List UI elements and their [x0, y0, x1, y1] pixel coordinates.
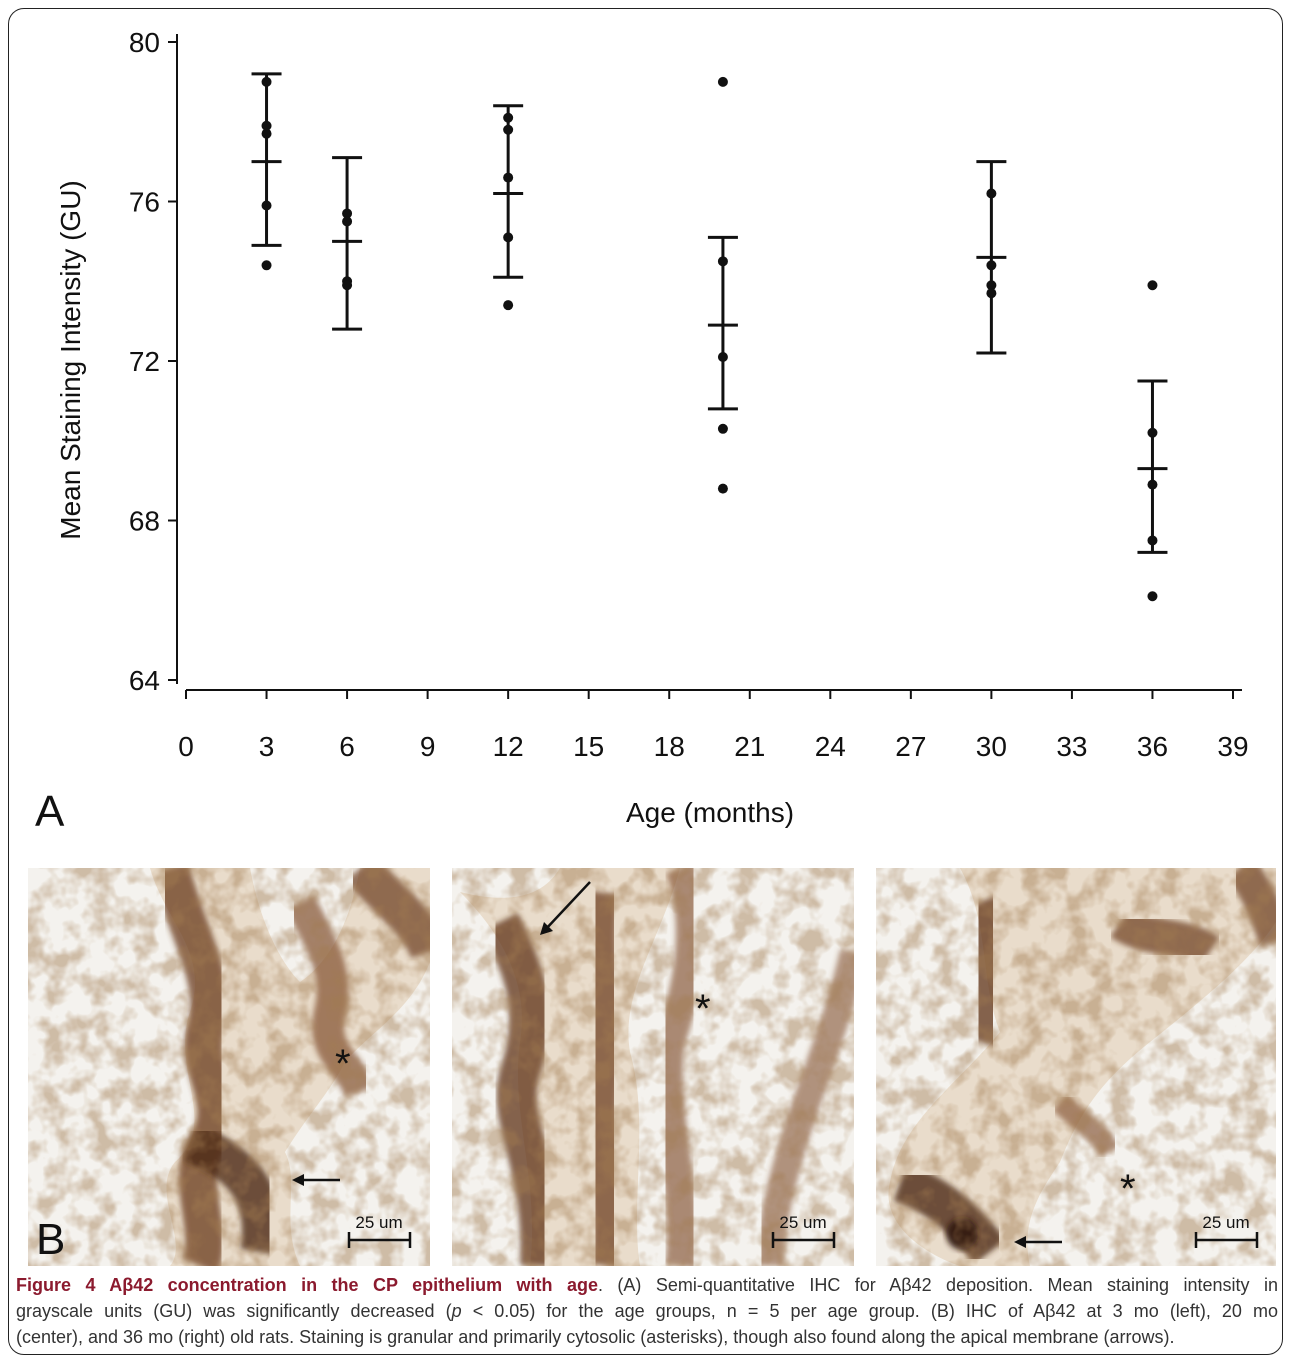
caption-text: < 0.05) for the age groups, n = 5 per ag…: [461, 1301, 1278, 1321]
error-bar-group: [251, 72, 282, 271]
data-point: [261, 260, 272, 271]
asterisk-marker: *: [1120, 1167, 1136, 1211]
x-tick-label: 18: [654, 731, 685, 762]
error-bar-group: [976, 160, 1007, 355]
data-point: [986, 288, 997, 299]
data-point: [261, 128, 272, 139]
arrow-marker: [292, 1174, 340, 1186]
data-point: [261, 76, 272, 87]
x-tick-label: 9: [420, 731, 436, 762]
caption-p-symbol: p: [451, 1301, 462, 1321]
error-bar-group: [493, 104, 524, 311]
y-axis-title: Mean Staining Intensity (GU): [55, 180, 86, 540]
caption-text: (center), and 36 mo (right) old rats. St…: [16, 1327, 1175, 1347]
data-point: [717, 76, 728, 87]
scale-bar: 25 um: [771, 1213, 836, 1248]
x-tick-label: 39: [1217, 731, 1248, 762]
panel-b-label: B: [36, 1215, 65, 1264]
panel-b-micrographs: * 25 um B * 25 um: [28, 868, 1276, 1266]
data-point: [342, 216, 353, 227]
caption-text: grayscale units (GU) was significantly d…: [16, 1301, 452, 1321]
data-point: [342, 208, 353, 219]
x-axis-title: Age (months): [626, 797, 794, 828]
data-point: [1147, 427, 1158, 438]
micrograph-3mo: [28, 868, 430, 1266]
data-point: [1147, 479, 1158, 490]
y-tick-label: 68: [129, 506, 160, 537]
error-bar-group: [332, 156, 363, 331]
x-tick-label: 27: [895, 731, 926, 762]
figure-frame: [8, 8, 1283, 1355]
asterisk-marker: *: [335, 1042, 351, 1086]
y-tick-label: 72: [129, 346, 160, 377]
x-tick-label: 12: [493, 731, 524, 762]
data-point: [986, 188, 997, 199]
scale-bar: 25 um: [1194, 1213, 1259, 1248]
x-tick-label: 0: [178, 731, 194, 762]
chart-marks: [251, 72, 1168, 602]
data-point: [503, 124, 514, 135]
x-tick-label: 6: [339, 731, 355, 762]
figure-caption: Figure 4 Aβ42 concentration in the CP ep…: [16, 1272, 1278, 1350]
asterisk-marker: *: [695, 987, 711, 1031]
data-point: [717, 423, 728, 434]
svg-text:25 um: 25 um: [1202, 1213, 1249, 1232]
x-tick-label: 24: [815, 731, 846, 762]
data-point: [986, 260, 997, 271]
data-point: [1147, 535, 1158, 546]
panel-a-label: A: [35, 787, 65, 836]
data-point: [342, 280, 353, 291]
y-tick-label: 64: [129, 665, 160, 696]
micrograph-20mo: [452, 868, 854, 1266]
data-point: [503, 300, 514, 311]
svg-text:25 um: 25 um: [779, 1213, 826, 1232]
svg-text:25 um: 25 um: [355, 1213, 402, 1232]
data-point: [503, 232, 514, 243]
data-point: [717, 256, 728, 267]
y-tick-label: 80: [129, 27, 160, 58]
x-tick-label: 33: [1056, 731, 1087, 762]
data-point: [503, 172, 514, 183]
x-tick-label: 36: [1137, 731, 1168, 762]
data-point: [1147, 591, 1158, 602]
data-point: [717, 483, 728, 494]
arrow-marker: [540, 881, 591, 935]
micrograph-36mo: [876, 868, 1276, 1266]
error-bar-group: [1137, 280, 1168, 602]
caption-title: Figure 4 Aβ42 concentration in the CP ep…: [16, 1275, 598, 1295]
x-tick-label: 3: [259, 731, 275, 762]
y-tick-label: 76: [129, 187, 160, 218]
data-point: [717, 352, 728, 363]
data-point: [986, 280, 997, 291]
data-point: [261, 120, 272, 131]
x-tick-label: 21: [734, 731, 765, 762]
x-tick-label: 30: [976, 731, 1007, 762]
data-point: [503, 112, 514, 123]
caption-text: . (A) Semi-quantitative IHC for Aβ42 dep…: [597, 1275, 1278, 1295]
data-point: [1147, 280, 1158, 291]
error-bar-group: [707, 76, 738, 494]
x-tick-label: 15: [573, 731, 604, 762]
data-point: [261, 200, 272, 211]
scale-bar: 25 um: [347, 1213, 412, 1248]
arrow-marker: [1014, 1236, 1062, 1248]
